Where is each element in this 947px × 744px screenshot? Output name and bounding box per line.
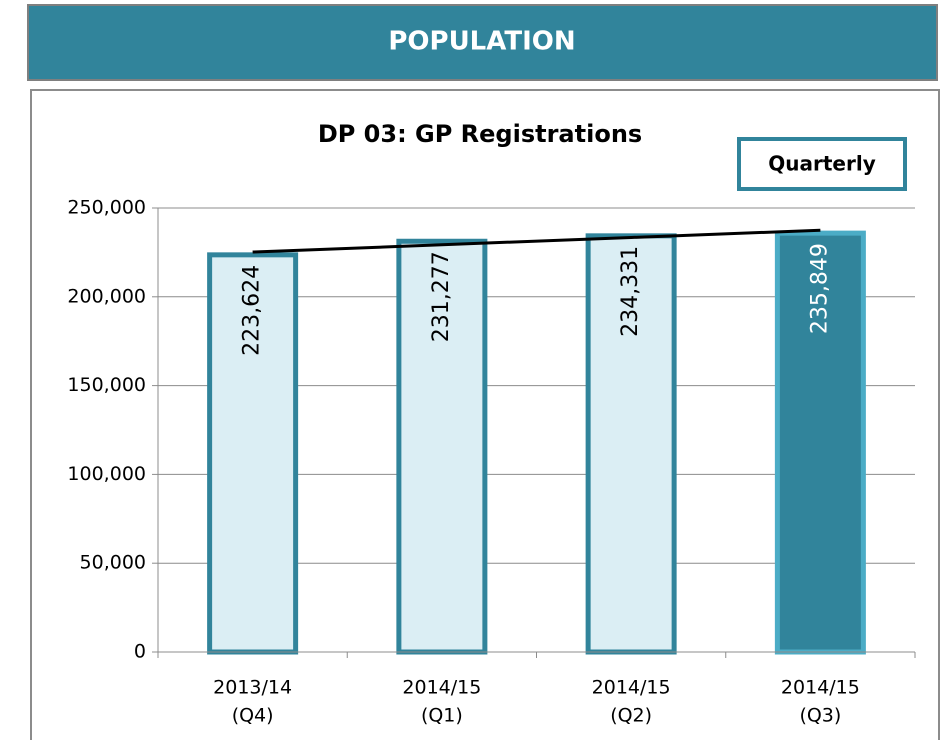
bar: [396, 238, 488, 655]
x-tick-label: 2014/15: [781, 677, 860, 699]
y-tick-label: 0: [134, 641, 146, 663]
y-tick-label: 250,000: [67, 197, 146, 219]
chart-title: DP 03: GP Registrations: [318, 120, 642, 148]
x-tick-label: (Q2): [610, 705, 652, 727]
x-tick-label: (Q1): [421, 705, 463, 727]
y-tick-label: 200,000: [67, 285, 146, 307]
badge: [737, 137, 907, 191]
value-label: 234,331: [618, 246, 643, 337]
trendline: [252, 228, 821, 254]
x-tick-label: 2013/14: [213, 677, 292, 699]
bar: [207, 252, 299, 655]
x-tick-label: 2014/15: [592, 677, 671, 699]
y-tick-label: 50,000: [80, 552, 146, 574]
y-tick-label: 100,000: [67, 463, 146, 485]
y-tick-label: 150,000: [67, 374, 146, 396]
x-tick-label: (Q4): [232, 705, 274, 727]
value-label: 235,849: [807, 243, 832, 334]
badge-label: Quarterly: [768, 152, 875, 176]
x-tick-label: (Q3): [799, 705, 841, 727]
bar: [585, 233, 677, 655]
header-title: POPULATION: [388, 27, 575, 57]
x-tick-label: 2014/15: [402, 677, 481, 699]
header-bar: [27, 4, 938, 81]
value-label: 231,277: [429, 251, 454, 342]
value-label: 223,624: [240, 265, 265, 356]
